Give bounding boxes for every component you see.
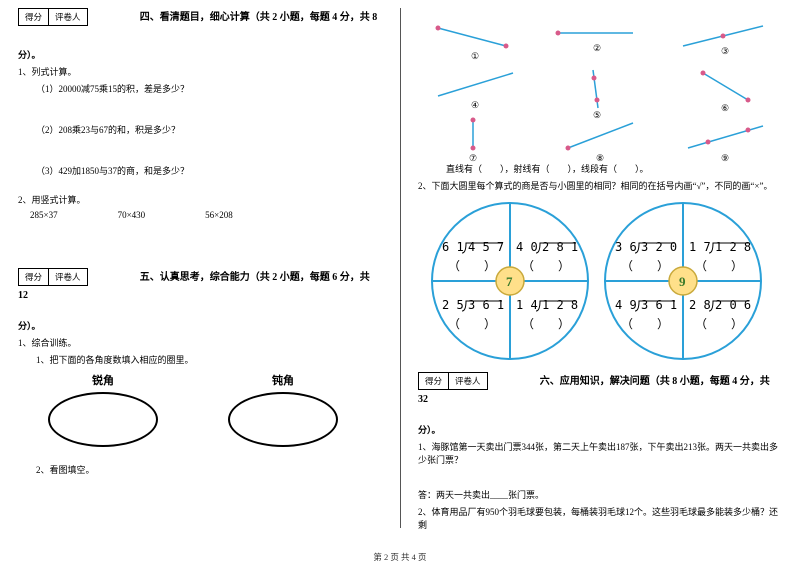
oval2-label: 钝角 <box>228 372 338 388</box>
q-r2: 2、下面大圆里每个算式的商是否与小圆里的相同？相同的在括号内画“√”，不同的画“… <box>418 179 782 192</box>
svg-text:（ ）: （ ） <box>522 317 570 331</box>
center-b: 9 <box>679 274 686 289</box>
calc3: 56×208 <box>205 210 233 220</box>
svg-text:（ ）: （ ） <box>695 259 743 273</box>
oval1-label: 锐角 <box>48 372 158 388</box>
section-5-tail: 分）。 <box>18 319 382 332</box>
circ-2: ② <box>593 43 601 53</box>
q1c: （3）429加1850与37的商，和是多少？ <box>36 164 382 177</box>
line-figures: ① ② ③ ④ ⑤ ⑥ ⑦ ⑧ ⑨ <box>418 8 778 158</box>
q1a: （1）20000减75乘15的积，差是多少？ <box>36 82 382 95</box>
section-6-tail: 分）。 <box>418 423 782 436</box>
svg-text:4 5 7: 4 5 7 <box>468 240 504 254</box>
page-footer: 第 2 页 共 4 页 <box>0 551 800 563</box>
calc1: 285×37 <box>30 210 58 220</box>
svg-text:3 6 1: 3 6 1 <box>641 298 677 312</box>
circ-6: ⑥ <box>721 103 729 113</box>
center-a: 7 <box>506 274 513 289</box>
calc-row: 285×37 70×430 56×208 <box>30 210 382 220</box>
svg-text:2 8 1: 2 8 1 <box>542 240 578 254</box>
grader-cell: 评卷人 <box>449 373 487 389</box>
right-column: ① ② ③ ④ ⑤ ⑥ ⑦ ⑧ ⑨ 直线有（ ），射线有（ ），线段有（ ）。 … <box>400 0 800 540</box>
svg-text:（ ）: （ ） <box>448 317 496 331</box>
q6-1-answer: 答：两天一共卖出____张门票。 <box>418 488 782 501</box>
circ-9: ⑨ <box>721 153 729 163</box>
circles-svg: 7 9 6 1 4 5 7 （ ） 4 0 2 8 1 （ ） 2 5 3 6 1 （… <box>418 196 778 366</box>
ovals-row: 锐角 钝角 <box>48 372 382 447</box>
svg-text:2 8: 2 8 <box>689 298 711 312</box>
circ-7: ⑦ <box>469 153 477 163</box>
svg-text:3 6: 3 6 <box>615 240 637 254</box>
svg-text:（ ）: （ ） <box>621 259 669 273</box>
line-question: 直线有（ ），射线有（ ），线段有（ ）。 <box>446 162 782 175</box>
svg-text:1 4: 1 4 <box>516 298 538 312</box>
svg-text:（ ）: （ ） <box>522 259 570 273</box>
score-cell: 得分 <box>419 373 449 389</box>
score-cell: 得分 <box>19 9 49 25</box>
section-4-tail: 分）。 <box>18 48 382 61</box>
q6-1: 1、海豚馆第一天卖出门票344张，第二天上午卖出187张，下午卖出213张。两天… <box>418 440 782 466</box>
big-circles: 7 9 6 1 4 5 7 （ ） 4 0 2 8 1 （ ） 2 5 3 6 1 （… <box>418 196 778 366</box>
circ-5: ⑤ <box>593 110 601 120</box>
svg-text:3 2 0: 3 2 0 <box>641 240 677 254</box>
figures-svg: ① ② ③ ④ ⑤ ⑥ ⑦ ⑧ ⑨ <box>418 8 778 163</box>
left-column: 得分 评卷人 四、看清题目，细心计算（共 2 小题，每题 4 分，共 8 分）。… <box>0 0 400 540</box>
q6-2: 2、体育用品厂有950个羽毛球要包装，每桶装羽毛球12个。这些羽毛球最多能装多少… <box>418 505 782 531</box>
score-cell: 得分 <box>19 269 49 285</box>
score-box-6: 得分 评卷人 <box>418 372 488 390</box>
section-4-title: 四、看清题目，细心计算（共 2 小题，每题 4 分，共 8 <box>140 12 378 23</box>
oval-acute <box>48 392 158 447</box>
svg-text:1 2 8: 1 2 8 <box>715 240 751 254</box>
q5-2: 2、看图填空。 <box>36 463 382 476</box>
svg-text:2 5: 2 5 <box>442 298 464 312</box>
circ-1: ① <box>471 51 479 61</box>
circ-8: ⑧ <box>596 153 604 163</box>
grader-cell: 评卷人 <box>49 9 87 25</box>
q5-1: 1、综合训练。 <box>18 336 382 349</box>
grader-cell: 评卷人 <box>49 269 87 285</box>
calc2: 70×430 <box>118 210 146 220</box>
svg-text:（ ）: （ ） <box>621 317 669 331</box>
column-divider <box>400 8 401 528</box>
svg-text:（ ）: （ ） <box>448 259 496 273</box>
svg-text:（ ）: （ ） <box>695 317 743 331</box>
q1: 1、列式计算。 <box>18 65 382 78</box>
score-box: 得分 评卷人 <box>18 8 88 26</box>
svg-text:1 2 8: 1 2 8 <box>542 298 578 312</box>
q5-1a: 1、把下面的各角度数填入相应的圈里。 <box>36 353 382 366</box>
svg-text:6 1: 6 1 <box>442 240 464 254</box>
svg-text:1 7: 1 7 <box>689 240 711 254</box>
q1b: （2）208乘23与67的和，积是多少？ <box>36 123 382 136</box>
svg-text:4 0: 4 0 <box>516 240 538 254</box>
svg-text:3 6 1: 3 6 1 <box>468 298 504 312</box>
svg-text:2 0 6: 2 0 6 <box>715 298 751 312</box>
circ-4: ④ <box>471 100 479 110</box>
score-box-5: 得分 评卷人 <box>18 268 88 286</box>
q2: 2、用竖式计算。 <box>18 193 382 206</box>
circ-3: ③ <box>721 46 729 56</box>
svg-text:4 9: 4 9 <box>615 298 637 312</box>
oval-obtuse <box>228 392 338 447</box>
